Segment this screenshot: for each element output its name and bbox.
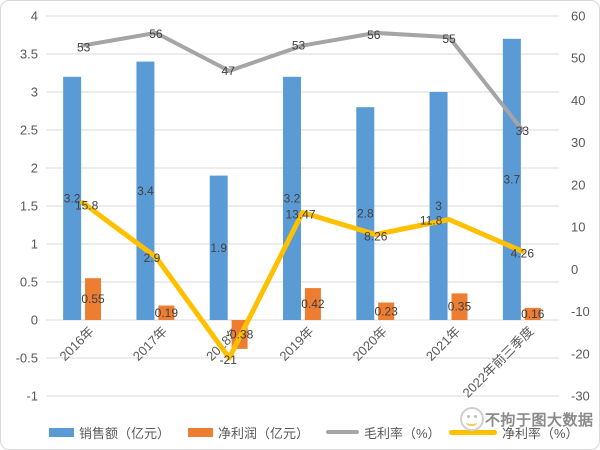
legend-label-gross-margin: 毛利率（%）: [364, 425, 441, 441]
svg-text:13.47: 13.47: [285, 207, 315, 221]
svg-text:2.9: 2.9: [144, 251, 161, 265]
svg-text:2.8: 2.8: [357, 207, 374, 221]
svg-text:3: 3: [31, 85, 38, 100]
svg-text:56: 56: [149, 27, 163, 41]
svg-text:2: 2: [31, 161, 38, 176]
legend-item-sales: 销售额（亿元）: [49, 420, 170, 444]
legend-label-net-profit: 净利润（亿元）: [218, 425, 310, 441]
svg-text:30: 30: [571, 135, 585, 150]
svg-text:3.7: 3.7: [504, 172, 521, 186]
svg-text:2.5: 2.5: [20, 123, 38, 138]
legend-label-net-margin: 净利率（%）: [502, 425, 579, 441]
svg-text:-0.5: -0.5: [16, 351, 38, 366]
svg-text:40: 40: [571, 93, 585, 108]
svg-text:0.16: 0.16: [521, 307, 545, 321]
svg-text:15.8: 15.8: [75, 199, 99, 213]
svg-text:50: 50: [571, 51, 585, 66]
svg-text:0.5: 0.5: [20, 275, 38, 290]
legend-item-gross-margin: 毛利率（%）: [326, 420, 441, 444]
svg-text:53: 53: [77, 41, 91, 55]
svg-text:0.35: 0.35: [448, 300, 472, 314]
svg-text:1.9: 1.9: [210, 241, 227, 255]
svg-text:56: 56: [367, 28, 381, 42]
legend-swatch-net-profit-icon: [188, 427, 213, 437]
legend-swatch-gross-margin-icon: [326, 430, 359, 434]
svg-text:0.42: 0.42: [301, 297, 325, 311]
svg-text:0: 0: [571, 262, 578, 277]
svg-text:1: 1: [31, 237, 38, 252]
svg-text:-30: -30: [571, 389, 590, 404]
svg-text:8.26: 8.26: [364, 229, 388, 243]
svg-text:3: 3: [435, 199, 442, 213]
svg-text:1.5: 1.5: [20, 199, 38, 214]
svg-text:60: 60: [571, 9, 585, 24]
legend-swatch-sales-icon: [49, 427, 74, 437]
svg-text:3.2: 3.2: [284, 191, 301, 205]
svg-text:47: 47: [222, 64, 236, 78]
svg-text:33: 33: [516, 124, 530, 138]
svg-text:55: 55: [442, 32, 456, 46]
svg-text:2022年前三季度: 2022年前三季度: [459, 324, 536, 401]
svg-text:0.55: 0.55: [81, 292, 105, 306]
legend-label-sales: 销售额（亿元）: [79, 425, 171, 441]
svg-text:-1: -1: [26, 389, 38, 404]
svg-text:4.26: 4.26: [511, 246, 535, 260]
svg-text:0.23: 0.23: [375, 304, 399, 318]
svg-text:53: 53: [292, 39, 306, 53]
legend-swatch-net-margin-icon: [449, 429, 497, 435]
svg-text:3.2: 3.2: [64, 191, 81, 205]
svg-text:11.8: 11.8: [420, 214, 443, 228]
chart-legend: 销售额（亿元） 净利润（亿元） 毛利率（%） 净利率（%）: [1, 420, 599, 444]
svg-text:-21: -21: [220, 353, 238, 367]
svg-text:20: 20: [571, 177, 585, 192]
svg-text:3.4: 3.4: [137, 184, 154, 198]
svg-text:-10: -10: [571, 304, 590, 319]
legend-item-net-profit: 净利润（亿元）: [188, 420, 309, 444]
svg-text:4: 4: [31, 9, 38, 24]
svg-text:10: 10: [571, 220, 585, 235]
legend-item-net-margin: 净利率（%）: [449, 420, 579, 444]
svg-text:3.5: 3.5: [20, 47, 38, 62]
svg-text:-20: -20: [571, 346, 590, 361]
svg-text:0.19: 0.19: [155, 306, 179, 320]
svg-text:0: 0: [31, 313, 38, 328]
svg-text:-0.38: -0.38: [226, 327, 254, 341]
